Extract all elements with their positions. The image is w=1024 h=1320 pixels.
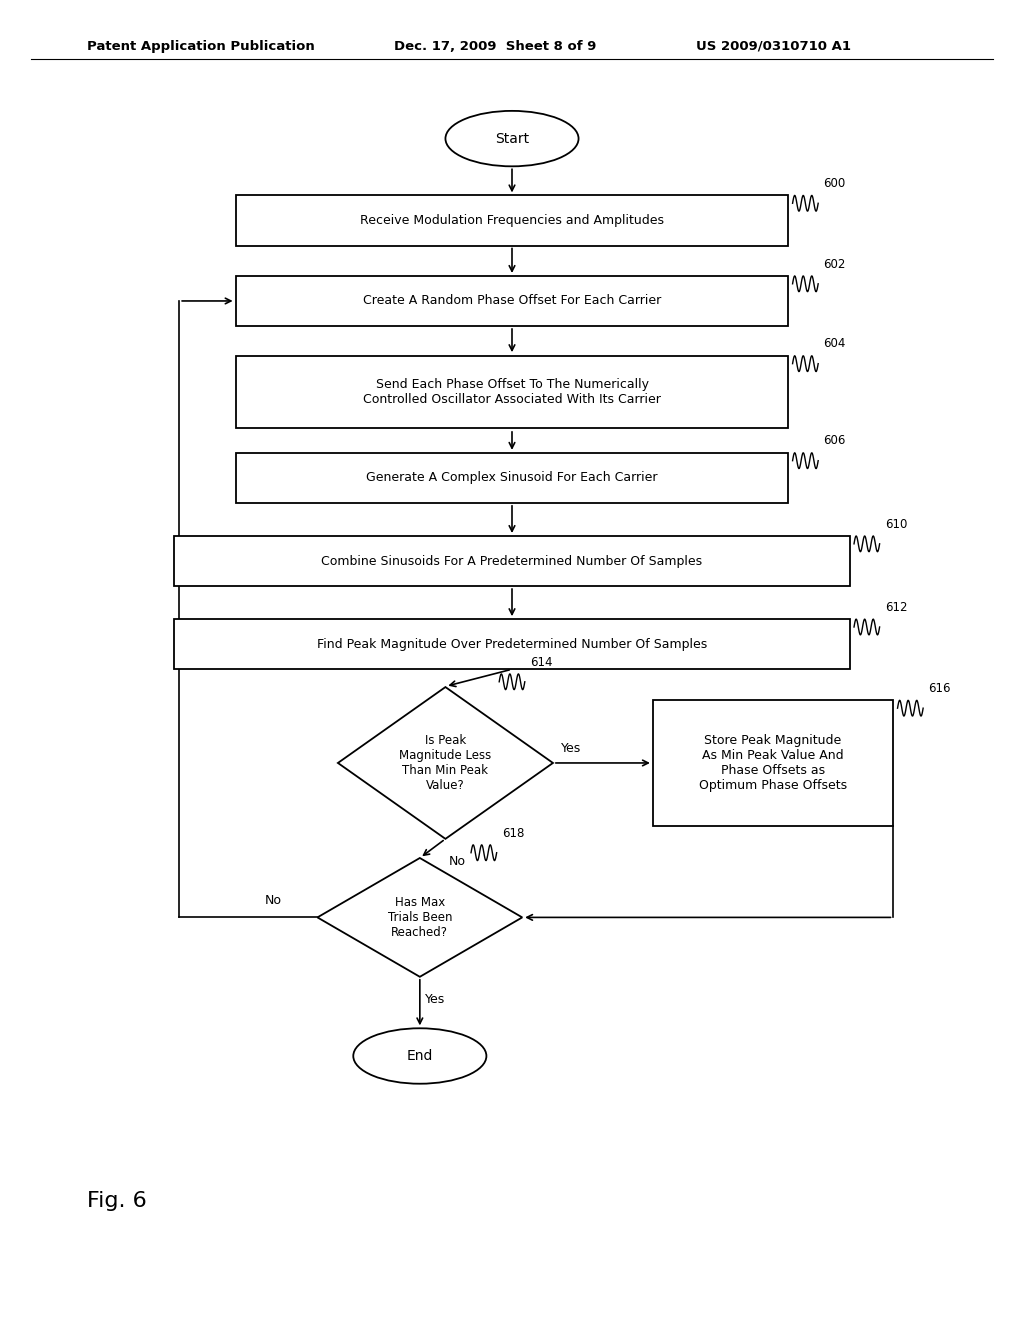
- FancyBboxPatch shape: [174, 619, 850, 669]
- Polygon shape: [317, 858, 522, 977]
- Text: Is Peak
Magnitude Less
Than Min Peak
Value?: Is Peak Magnitude Less Than Min Peak Val…: [399, 734, 492, 792]
- Text: Has Max
Trials Been
Reached?: Has Max Trials Been Reached?: [388, 896, 452, 939]
- Text: 602: 602: [823, 257, 846, 271]
- Text: 604: 604: [823, 338, 846, 351]
- Text: Fig. 6: Fig. 6: [87, 1191, 146, 1212]
- Text: Start: Start: [495, 132, 529, 145]
- FancyBboxPatch shape: [236, 276, 788, 326]
- FancyBboxPatch shape: [236, 355, 788, 428]
- Text: Yes: Yes: [425, 993, 445, 1006]
- Ellipse shape: [445, 111, 579, 166]
- FancyBboxPatch shape: [236, 195, 788, 246]
- FancyBboxPatch shape: [174, 536, 850, 586]
- Text: Create A Random Phase Offset For Each Carrier: Create A Random Phase Offset For Each Ca…: [362, 294, 662, 308]
- Text: Receive Modulation Frequencies and Amplitudes: Receive Modulation Frequencies and Ampli…: [360, 214, 664, 227]
- Text: Dec. 17, 2009  Sheet 8 of 9: Dec. 17, 2009 Sheet 8 of 9: [394, 40, 597, 53]
- Text: 606: 606: [823, 434, 846, 447]
- Text: No: No: [449, 855, 466, 869]
- Text: 600: 600: [823, 177, 846, 190]
- Text: 616: 616: [929, 682, 950, 694]
- Text: Generate A Complex Sinusoid For Each Carrier: Generate A Complex Sinusoid For Each Car…: [367, 471, 657, 484]
- Text: US 2009/0310710 A1: US 2009/0310710 A1: [696, 40, 851, 53]
- FancyBboxPatch shape: [236, 453, 788, 503]
- Text: 618: 618: [502, 826, 524, 840]
- Ellipse shape: [353, 1028, 486, 1084]
- Text: 610: 610: [885, 517, 907, 531]
- Text: End: End: [407, 1049, 433, 1063]
- FancyBboxPatch shape: [653, 700, 893, 826]
- Text: Send Each Phase Offset To The Numerically
Controlled Oscillator Associated With : Send Each Phase Offset To The Numericall…: [364, 378, 660, 407]
- Polygon shape: [338, 686, 553, 840]
- Text: No: No: [264, 894, 282, 907]
- Text: Combine Sinusoids For A Predetermined Number Of Samples: Combine Sinusoids For A Predetermined Nu…: [322, 554, 702, 568]
- Text: Store Peak Magnitude
As Min Peak Value And
Phase Offsets as
Optimum Phase Offset: Store Peak Magnitude As Min Peak Value A…: [699, 734, 847, 792]
- Text: Yes: Yes: [561, 742, 582, 755]
- Text: Find Peak Magnitude Over Predetermined Number Of Samples: Find Peak Magnitude Over Predetermined N…: [316, 638, 708, 651]
- Text: Patent Application Publication: Patent Application Publication: [87, 40, 314, 53]
- Text: 614: 614: [530, 656, 552, 668]
- Text: 612: 612: [885, 601, 907, 614]
